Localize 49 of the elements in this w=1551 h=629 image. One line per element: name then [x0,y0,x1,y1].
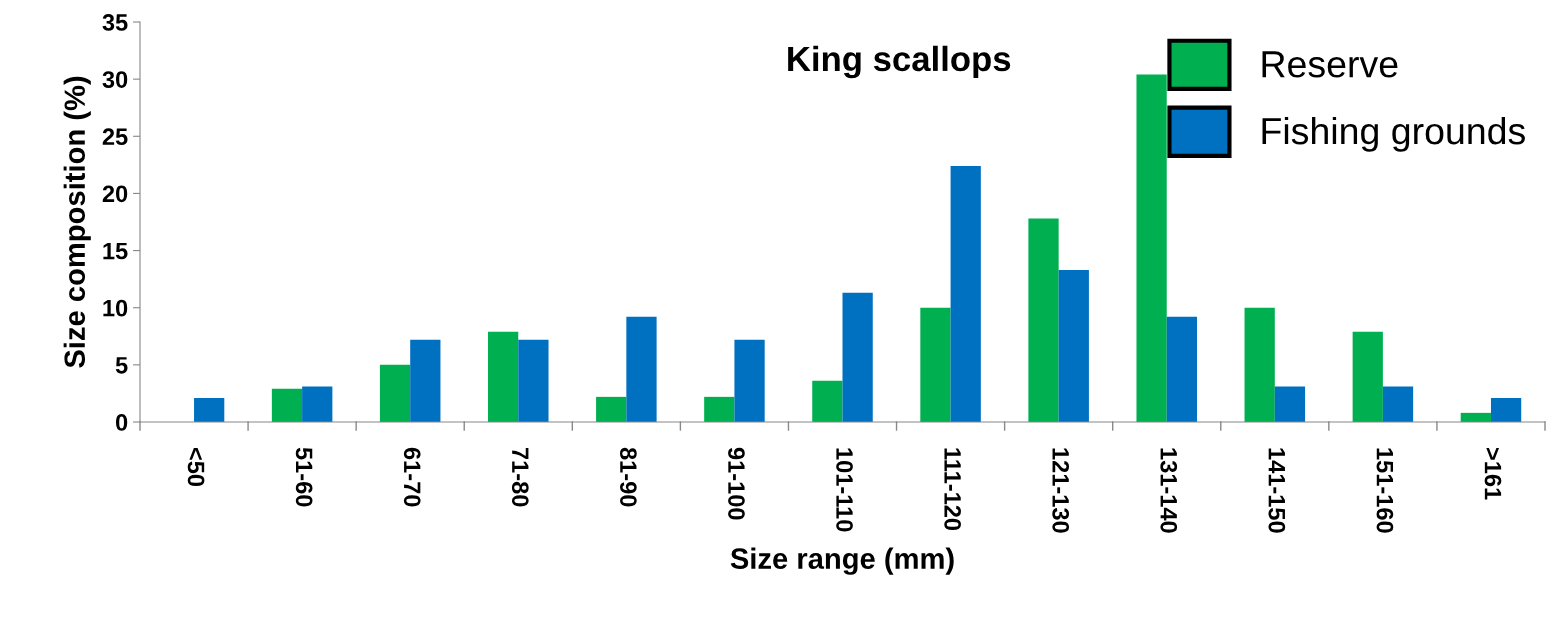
legend-label: Fishing grounds [1262,116,1525,152]
x-tick-label: 151-160 [1376,448,1394,533]
y-tick-label: 25 [102,128,128,146]
x-axis-title: Size range (mm) [730,547,954,575]
bar [194,398,225,422]
y-tick-label: 30 [102,71,128,88]
x-tick-label: 51-60 [295,447,313,507]
bar [1274,386,1306,422]
bar [734,339,765,422]
x-tick-label: 141-150 [1268,448,1286,533]
x-tick-label: 111-120 [944,448,961,531]
x-tick-label: >161 [1484,447,1502,500]
bar [626,316,657,422]
text: King scallops [788,45,1011,79]
bar [596,396,627,422]
x-tick-label: 81-90 [620,447,637,507]
bar [1382,386,1414,422]
bar [302,386,333,422]
x-tick-label: <50 [187,447,205,487]
y-tick-label: 20 [102,185,128,203]
x-tick-label: 121-130 [1052,448,1070,533]
bar [842,292,873,422]
x-tick-label: 61-70 [403,447,421,507]
bar [518,339,549,422]
bar [410,339,441,422]
bar [1490,398,1522,422]
x-tick-label: 71-80 [511,448,529,507]
bar [812,380,843,422]
y-tick-label: 0 [116,414,128,431]
bar [1244,307,1275,422]
x-tick-label: 131-140 [1160,448,1178,533]
bar [1166,316,1197,422]
x-tick-label: 91-100 [728,447,745,520]
bar [488,331,519,422]
y-tick-label: 15 [103,242,128,260]
bar [920,307,951,422]
bar [704,396,735,422]
bar [1352,331,1383,422]
bar [950,166,981,422]
bar [271,388,303,422]
bar [379,364,411,422]
y-tick-label: 35 [102,14,128,31]
y-tick-label: 10 [103,299,128,317]
y-tick-label: 5 [115,357,128,374]
y-axis-title: Size composition (%) [63,76,91,368]
bar [1058,270,1089,422]
legend-label: Reserve [1262,51,1398,78]
x-tick-label: 101-110 [836,448,853,532]
bar [1028,218,1059,422]
